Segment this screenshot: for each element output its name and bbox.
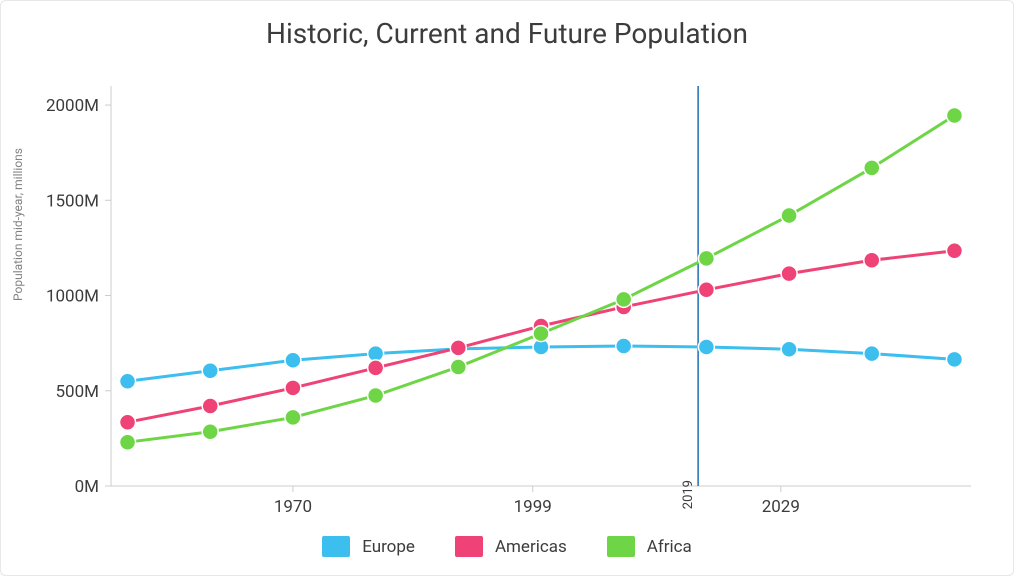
legend-label: Europe [362,537,415,557]
legend-item-europe[interactable]: Europe [322,536,415,557]
legend-label: Americas [495,537,567,557]
legend-item-americas[interactable]: Americas [455,536,567,557]
chart-title: Historic, Current and Future Population [1,17,1013,50]
svg-text:2019: 2019 [681,480,696,509]
legend-swatch [607,536,635,557]
legend-item-africa[interactable]: Africa [607,536,692,557]
legend-swatch [322,536,350,557]
plot-area: 0M500M1000M1500M2000M1970199920292019 [111,86,971,486]
svg-text:1970: 1970 [274,497,312,517]
svg-text:1999: 1999 [514,497,552,517]
svg-text:2029: 2029 [762,497,800,517]
svg-text:500M: 500M [55,382,99,402]
svg-text:2000M: 2000M [46,96,99,116]
y-axis-label: Population mid-year, millions [11,148,25,301]
legend-label: Africa [647,537,692,557]
svg-text:1000M: 1000M [46,287,99,307]
svg-text:0M: 0M [75,477,99,497]
svg-text:1500M: 1500M [46,191,99,211]
legend-swatch [455,536,483,557]
legend: Europe Americas Africa [1,536,1013,557]
chart-svg: 0M500M1000M1500M2000M1970199920292019 [111,86,971,486]
chart-container: Historic, Current and Future Population … [0,0,1014,576]
